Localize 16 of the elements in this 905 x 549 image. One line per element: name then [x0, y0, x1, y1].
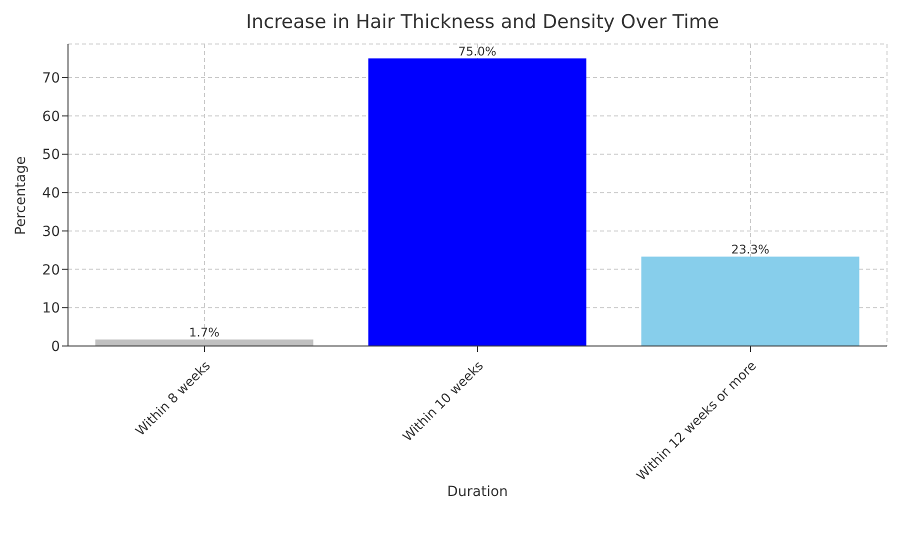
y-tick-label: 40	[42, 186, 60, 202]
y-tick-label: 20	[42, 262, 60, 278]
y-tick-label: 30	[42, 224, 60, 240]
y-tick-label: 10	[42, 300, 60, 317]
data-label: 23.3%	[731, 242, 770, 257]
y-tick-label: 0	[51, 338, 60, 355]
bar	[641, 256, 860, 346]
chart-title: Increase in Hair Thickness and Density Over Time	[244, 10, 720, 35]
data-label: 1.7%	[189, 325, 220, 340]
data-label: 75.0%	[458, 44, 496, 58]
x-axis-title: Duration	[447, 484, 508, 500]
y-tick-label: 70	[42, 70, 60, 87]
bar	[368, 58, 586, 346]
y-tick-label: 60	[42, 108, 60, 125]
y-tick-label: 50	[42, 147, 60, 164]
y-axis-title: Percentage	[12, 156, 29, 235]
